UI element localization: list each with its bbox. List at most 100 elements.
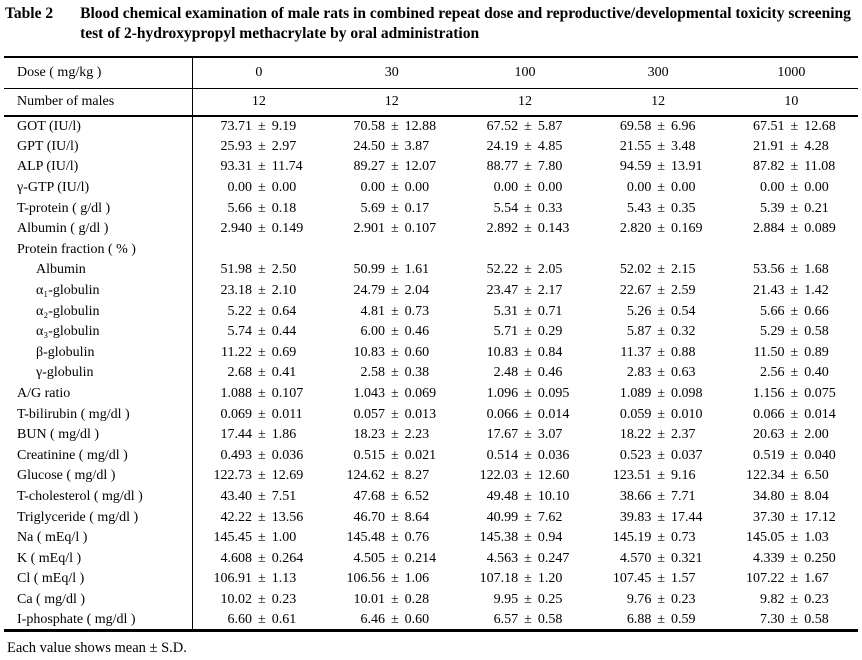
- sd-value: 0.46: [537, 365, 563, 381]
- plusminus-sign: ±: [390, 571, 399, 587]
- plusminus-sign: ±: [258, 530, 266, 546]
- sd-value: 0.46: [404, 324, 430, 340]
- table-row: ALP (IU/l) 93.31 ±11.74 89.27 ±12.07 88.77…: [4, 157, 858, 178]
- mean-value: 67.52: [486, 118, 519, 134]
- sd-value: 0.149: [271, 221, 304, 237]
- mean-value: 5.69: [360, 200, 385, 216]
- value-cell: 0.00 ±0.00: [725, 178, 858, 199]
- value-cell: 43.40 ±7.51: [192, 487, 325, 508]
- value-cell: 2.892 ±0.143: [458, 219, 591, 240]
- value-cell: 5.66 ±0.18: [192, 198, 325, 219]
- value-cell: 11.22 ±0.69: [192, 343, 325, 364]
- value-cell: 0.057 ±0.013: [325, 404, 458, 425]
- plusminus-sign: ±: [258, 509, 266, 525]
- plusminus-sign: ±: [790, 118, 799, 134]
- plusminus-sign: ±: [657, 283, 665, 299]
- plusminus-sign: ±: [790, 344, 799, 360]
- plusminus-sign: ±: [390, 509, 399, 525]
- sd-value: 8.64: [404, 509, 430, 525]
- value-cell: 123.51 ±9.16: [592, 466, 725, 487]
- mean-value: 0.00: [760, 180, 785, 196]
- sd-value: 3.07: [537, 427, 563, 443]
- mean-value: 10.02: [220, 591, 253, 607]
- value-cell: 1.096 ±0.095: [458, 384, 591, 405]
- value-cell: [592, 240, 725, 261]
- value-cell: 5.43 ±0.35: [592, 198, 725, 219]
- sd-value: 0.94: [537, 530, 563, 546]
- sd-value: 6.50: [804, 468, 829, 484]
- sd-value: 1.03: [804, 530, 829, 546]
- plusminus-sign: ±: [790, 468, 799, 484]
- mean-value: 107.22: [746, 571, 785, 587]
- mean-value: 7.30: [760, 611, 785, 627]
- mean-value: 122.34: [746, 468, 785, 484]
- sd-value: 3.48: [671, 138, 696, 154]
- plusminus-sign: ±: [524, 550, 532, 566]
- sd-value: 2.00: [804, 427, 829, 443]
- mean-value: 122.03: [479, 468, 519, 484]
- mean-value: 2.68: [227, 365, 253, 381]
- row-label: I-phosphate ( mg/dl ): [4, 610, 193, 633]
- value-cell: 0.059 ±0.010: [592, 404, 725, 425]
- plusminus-sign: ±: [790, 530, 799, 546]
- value-cell: 0.515 ±0.021: [325, 446, 458, 467]
- value-cell: 67.51 ±12.68: [725, 116, 858, 137]
- sd-value: 7.51: [271, 488, 297, 504]
- mean-value: 50.99: [353, 262, 385, 278]
- sd-value: 0.23: [804, 591, 829, 607]
- mean-value: 9.82: [760, 591, 785, 607]
- value-cell: 4.608 ±0.264: [192, 548, 325, 569]
- sd-value: 2.59: [671, 283, 696, 299]
- value-cell: 4.570 ±0.321: [592, 548, 725, 569]
- males-count-value: 10: [724, 88, 858, 117]
- plusminus-sign: ±: [657, 468, 665, 484]
- row-label: γ-globulin: [4, 363, 193, 384]
- value-cell: 9.76 ±0.23: [592, 590, 725, 611]
- mean-value: 0.00: [227, 180, 253, 196]
- mean-value: 24.19: [486, 138, 519, 154]
- mean-value: 2.892: [486, 221, 519, 237]
- mean-value: 5.71: [493, 324, 519, 340]
- table-caption: Blood chemical examination of male rats …: [80, 5, 851, 42]
- plusminus-sign: ±: [258, 283, 266, 299]
- value-cell: 122.73 ±12.69: [192, 466, 325, 487]
- plusminus-sign: ±: [524, 344, 532, 360]
- mean-value: 24.50: [353, 138, 385, 154]
- value-cell: 5.69 ±0.17: [325, 198, 458, 219]
- mean-value: 6.88: [626, 611, 652, 627]
- plusminus-sign: ±: [390, 365, 399, 381]
- mean-value: 5.31: [493, 303, 519, 319]
- row-label: GPT (IU/l): [4, 136, 193, 158]
- plusminus-sign: ±: [524, 591, 532, 607]
- mean-value: 51.98: [220, 262, 253, 278]
- sd-value: 0.28: [404, 591, 430, 607]
- sd-value: 0.247: [537, 550, 570, 566]
- value-cell: 20.63 ±2.00: [725, 425, 858, 446]
- value-cell: 93.31 ±11.74: [192, 157, 325, 178]
- value-cell: 22.67 ±2.59: [592, 281, 725, 302]
- row-label: GOT (IU/l): [4, 116, 193, 137]
- sd-value: 7.80: [537, 159, 563, 175]
- mean-value: 2.884: [753, 221, 785, 237]
- sd-value: 2.17: [537, 283, 563, 299]
- sd-value: 0.59: [671, 611, 696, 627]
- value-cell: 2.820 ±0.169: [592, 219, 725, 240]
- table-row: T-protein ( g/dl ) 5.66 ±0.18 5.69 ±0.17 5…: [4, 198, 858, 219]
- plusminus-sign: ±: [390, 159, 399, 175]
- row-label: α₂-globulin: [4, 301, 193, 322]
- row-label: α₁-globulin: [4, 280, 193, 302]
- dose-value: 1000: [724, 56, 858, 89]
- row-label: Cl ( mEq/l ): [4, 569, 193, 590]
- sd-value: 0.40: [804, 365, 829, 381]
- value-cell: 0.00 ±0.00: [458, 178, 591, 199]
- sd-value: 6.52: [404, 488, 430, 504]
- sd-value: 0.61: [271, 611, 297, 627]
- mean-value: 2.58: [360, 365, 385, 381]
- value-cell: 2.58 ±0.38: [325, 363, 458, 384]
- value-cell: 0.00 ±0.00: [192, 178, 325, 199]
- row-label: K ( mEq/l ): [4, 548, 193, 570]
- value-cell: 107.18 ±1.20: [458, 569, 591, 590]
- sd-value: 0.54: [671, 303, 696, 319]
- table-row: GOT (IU/l) 73.71 ±9.19 70.58 ±12.88 67.52 ±…: [4, 116, 858, 137]
- sd-value: 1.61: [404, 262, 430, 278]
